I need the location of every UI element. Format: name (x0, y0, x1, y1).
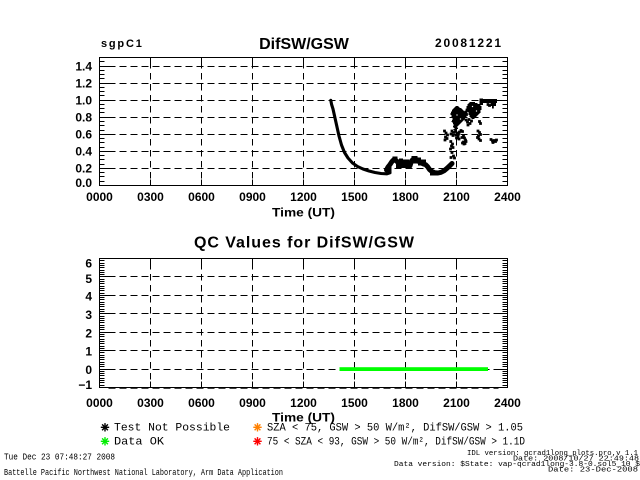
svg-text:0000: 0000 (86, 190, 113, 204)
svg-text:20081221: 20081221 (435, 36, 503, 50)
svg-text:0300: 0300 (137, 190, 164, 204)
svg-text:0600: 0600 (188, 190, 215, 204)
svg-text:0600: 0600 (188, 396, 215, 410)
svg-text:1500: 1500 (341, 190, 368, 204)
svg-text:0.0: 0.0 (75, 176, 92, 190)
svg-text:0.2: 0.2 (75, 162, 92, 176)
svg-text:1500: 1500 (341, 396, 368, 410)
svg-text:1.0: 1.0 (75, 94, 92, 108)
svg-text:0000: 0000 (86, 396, 113, 410)
svg-text:1.2: 1.2 (75, 76, 92, 90)
svg-text:2100: 2100 (443, 396, 470, 410)
svg-text:Data OK: Data OK (114, 437, 164, 449)
svg-text:Date: 23-Dec-2008: Date: 23-Dec-2008 (548, 467, 638, 475)
svg-text:3: 3 (85, 308, 92, 322)
svg-text:0.8: 0.8 (75, 111, 92, 125)
svg-text:1200: 1200 (290, 190, 317, 204)
svg-text:QC Values for DifSW/GSW: QC Values for DifSW/GSW (194, 235, 415, 252)
svg-text:1800: 1800 (392, 396, 419, 410)
svg-text:1200: 1200 (290, 396, 317, 410)
svg-text:0900: 0900 (239, 396, 266, 410)
svg-text:1.4: 1.4 (75, 59, 92, 73)
svg-text:SZA < 75, GSW > 50 W/m², DifSW: SZA < 75, GSW > 50 W/m², DifSW/GSW > 1.0… (267, 423, 523, 435)
svg-text:Time (UT): Time (UT) (272, 206, 335, 220)
svg-text:5: 5 (85, 272, 92, 286)
svg-text:sgpC1: sgpC1 (101, 38, 144, 50)
svg-text:2400: 2400 (494, 396, 521, 410)
svg-text:Tue Dec 23 07:48:27 2008: Tue Dec 23 07:48:27 2008 (4, 451, 115, 462)
svg-text:Test Not Possible: Test Not Possible (114, 423, 230, 435)
svg-text:IDL version: qcrad1long_plots.: IDL version: qcrad1long_plots.pro,v 1.1 (467, 450, 638, 458)
svg-text:1800: 1800 (392, 190, 419, 204)
svg-text:4: 4 (85, 289, 92, 303)
svg-text:0900: 0900 (239, 190, 266, 204)
svg-text:DifSW/GSW: DifSW/GSW (259, 36, 350, 53)
svg-text:2: 2 (85, 326, 92, 340)
svg-text:1: 1 (85, 344, 92, 358)
svg-text:2400: 2400 (494, 190, 521, 204)
svg-text:6: 6 (85, 257, 92, 271)
svg-text:Data version: $State: vap-qcra: Data version: $State: vap-qcrad1long-3.8… (394, 461, 640, 469)
svg-text:Time (UT): Time (UT) (272, 411, 335, 425)
svg-text:0300: 0300 (137, 396, 164, 410)
svg-text:0: 0 (85, 363, 92, 377)
svg-text:2100: 2100 (443, 190, 470, 204)
svg-text:75 < SZA < 93, GSW > 50 W/m²,: 75 < SZA < 93, GSW > 50 W/m², DifSW/GSW … (267, 437, 525, 449)
svg-text:0.4: 0.4 (75, 145, 92, 159)
svg-text:Battelle Pacific Northwest Nat: Battelle Pacific Northwest National Labo… (4, 467, 283, 478)
svg-text:0.6: 0.6 (75, 128, 92, 142)
svg-text:−1: −1 (78, 378, 92, 392)
svg-text:Date: 2008/10/27 22:49:48: Date: 2008/10/27 22:49:48 (513, 455, 639, 463)
